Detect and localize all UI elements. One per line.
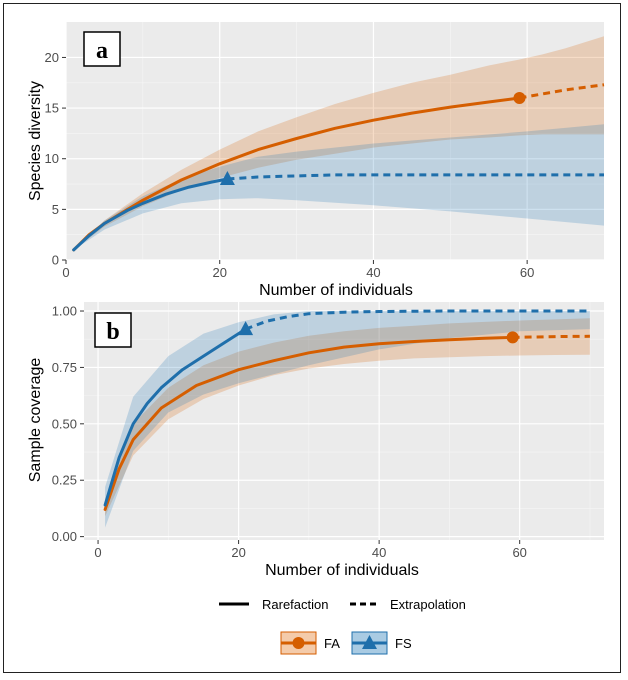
figure-frame	[3, 3, 621, 673]
legend-extrapolation-label: Extrapolation	[390, 597, 466, 612]
y-tick-label: 0.25	[52, 473, 77, 488]
panel-a-background	[66, 22, 604, 260]
legend-groups: FA FS	[280, 631, 412, 655]
extrapolation-line-fs	[245, 309, 590, 331]
panel-a-y-axis-title: Species diversity	[27, 81, 44, 201]
legend-fa-label: FA	[324, 636, 340, 651]
observed-point-fa	[513, 91, 526, 104]
panel-b-y-axis-title: Sample coverage	[27, 358, 44, 483]
panel-a: 0 20 40 60 0 5 10 15 20 a Number of individuals…	[27, 22, 605, 299]
x-tick-label: 40	[366, 265, 380, 280]
panel-a-lines	[72, 83, 605, 252]
x-tick-label: 0	[62, 265, 69, 280]
y-tick-label: 15	[45, 101, 59, 116]
y-tick-label: 1.00	[52, 304, 77, 319]
panel-b-markers	[238, 321, 519, 344]
rarefaction-line-fa	[103, 335, 515, 511]
observed-point-fs	[219, 171, 235, 185]
legend-line-types: Rarefaction Extrapolation	[219, 597, 466, 612]
panel-a-x-ticks: 0 20 40 60	[62, 260, 534, 280]
panel-a-tag: a	[96, 38, 108, 64]
y-tick-label: 20	[45, 50, 59, 65]
panel-b-tag: b	[106, 319, 119, 345]
y-tick-label: 0.50	[52, 416, 77, 431]
x-tick-label: 0	[94, 545, 101, 560]
panel-b-tag-box	[94, 312, 132, 348]
legend-fs-key-marker	[362, 635, 377, 649]
y-tick-label: 0.75	[52, 360, 77, 375]
extrapolation-line-fs	[227, 173, 604, 181]
y-tick-label: 5	[52, 202, 59, 217]
x-tick-label: 60	[512, 545, 526, 560]
confidence-band-fa	[73, 36, 604, 250]
panel-b-x-ticks: 0 20 40 60	[94, 540, 527, 560]
y-tick-label: 0.00	[52, 529, 77, 544]
panel-b-y-ticks: 0.00 0.25 0.50 0.75 1.00	[52, 304, 84, 544]
legend-fs-label: FS	[395, 636, 412, 651]
observed-point-fs	[238, 321, 254, 336]
panel-b-background	[84, 302, 604, 540]
x-tick-label: 60	[520, 265, 534, 280]
confidence-band-fa	[105, 318, 590, 517]
rarefaction-line-fs	[103, 327, 248, 507]
legend-rarefaction-label: Rarefaction	[262, 597, 328, 612]
panel-a-x-axis-title: Number of individuals	[259, 282, 413, 299]
panel-b-lines	[103, 309, 590, 511]
legend-fa-key-marker	[292, 637, 305, 649]
rarefaction-line-fs	[72, 177, 229, 252]
extrapolation-line-fa	[512, 334, 590, 339]
observed-point-fa	[506, 331, 519, 344]
y-tick-label: 0	[52, 253, 59, 268]
panel-a-tag-box	[83, 31, 121, 67]
y-tick-label: 10	[45, 151, 59, 166]
x-tick-label: 40	[372, 545, 386, 560]
panel-b-confidence-bands	[105, 311, 590, 528]
confidence-band-fs	[73, 124, 604, 250]
panel-b-x-axis-title: Number of individuals	[265, 562, 419, 579]
extrapolation-line-fa	[519, 83, 605, 100]
panel-a-markers	[219, 91, 526, 185]
panel-b: 0 20 40 60 0.00 0.25 0.50 0.75 1.00 b Number of…	[27, 302, 604, 579]
x-tick-label: 20	[231, 545, 245, 560]
panel-a-grid	[65, 22, 604, 261]
x-tick-label: 20	[212, 265, 226, 280]
confidence-band-fs	[105, 311, 590, 528]
panel-a-y-ticks: 0 5 10 15 20	[45, 50, 66, 268]
panel-a-confidence-bands	[73, 36, 604, 250]
